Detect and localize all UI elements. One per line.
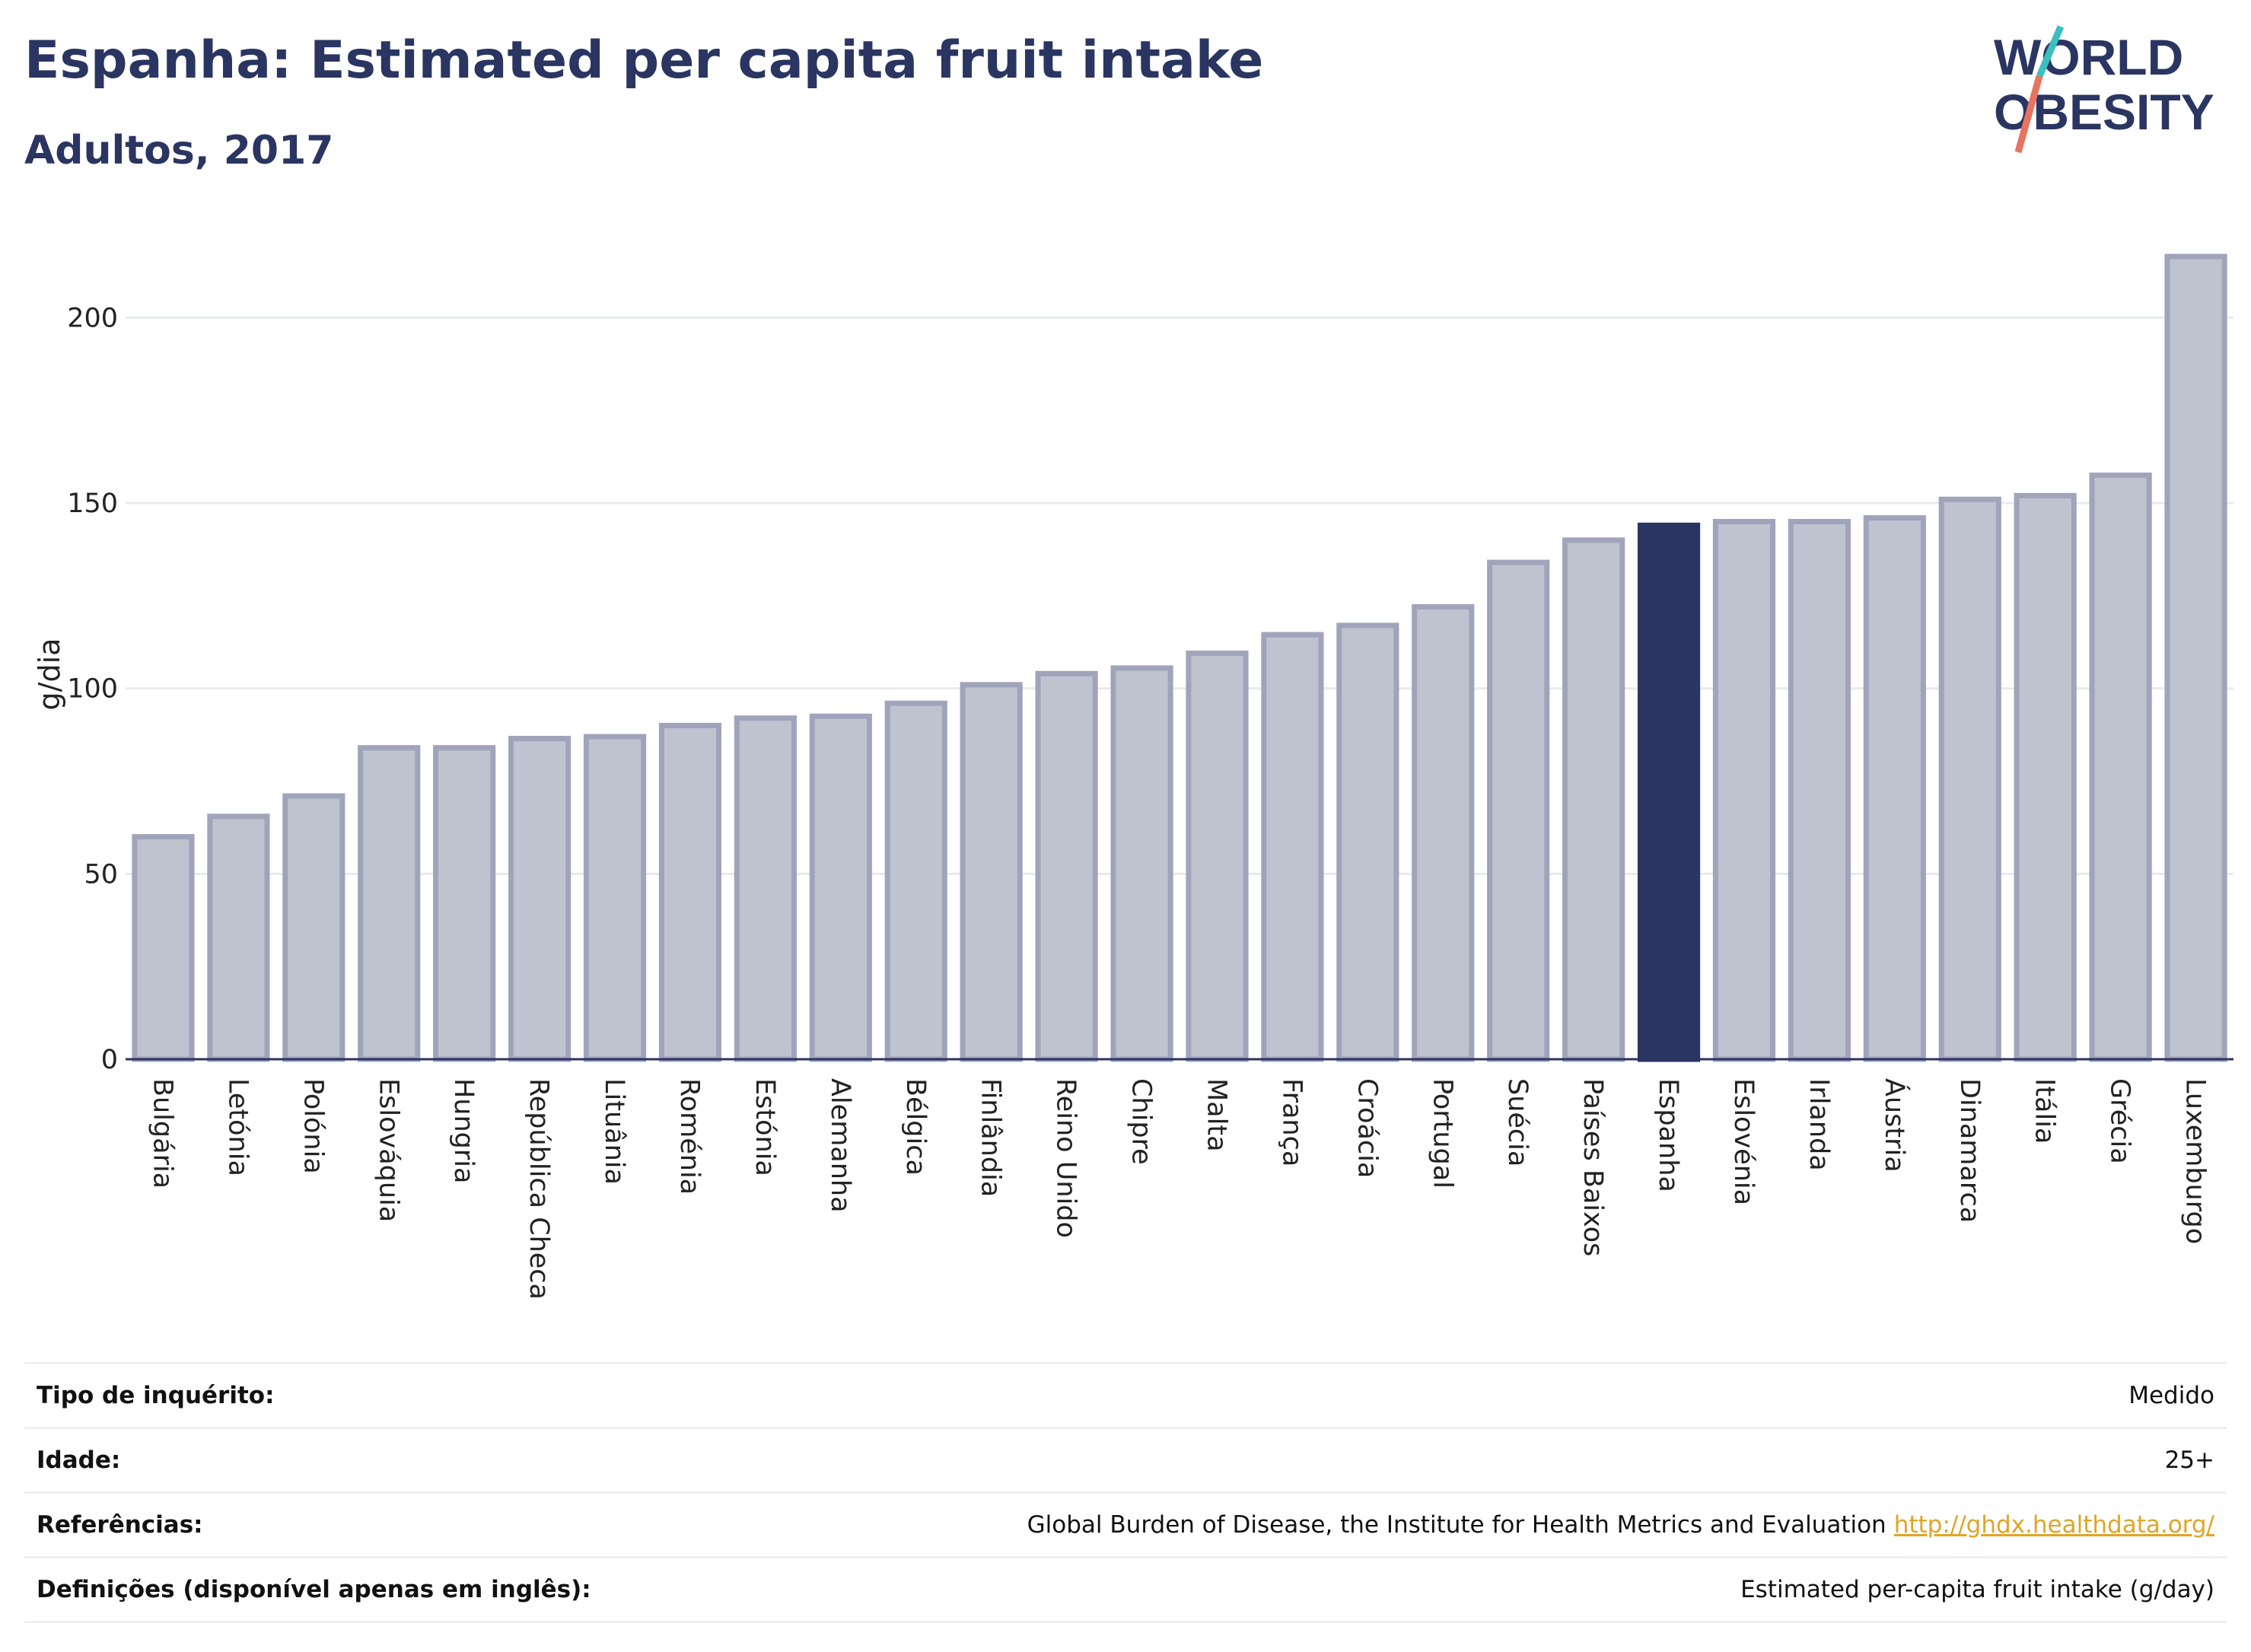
bar xyxy=(1110,665,1173,1062)
bar xyxy=(433,745,496,1062)
logo-slash-coral xyxy=(2014,75,2043,154)
x-tick-label: Luxemburgo xyxy=(2180,1078,2211,1244)
meta-label: Referências: xyxy=(37,1511,203,1539)
bar-highlight xyxy=(1637,522,1701,1062)
x-tick-label: Grécia xyxy=(2105,1078,2135,1164)
x-tick-label: Finlândia xyxy=(976,1078,1006,1197)
meta-row-survey-type: Tipo de inquérito: Medido xyxy=(24,1362,2227,1427)
bar xyxy=(132,834,195,1062)
logo-line1: WORLD xyxy=(1994,29,2183,85)
x-tick-label: França xyxy=(1276,1078,1307,1167)
x-tick-label: República Checa xyxy=(524,1078,554,1300)
bar xyxy=(1863,515,1926,1062)
x-tick-label: Malta xyxy=(1201,1078,1231,1152)
bars xyxy=(132,253,2227,1062)
bar xyxy=(1788,518,1851,1062)
x-tick-label: Hungria xyxy=(448,1078,479,1183)
x-tick-label: Croácia xyxy=(1352,1078,1382,1178)
y-axis-ticks: 0 50 100 150 200 xyxy=(67,303,118,1075)
x-tick-label: Estónia xyxy=(750,1078,780,1176)
bar xyxy=(1035,670,1098,1062)
reference-text: Global Burden of Disease, the Institute … xyxy=(1027,1511,1886,1539)
x-tick-label: Irlanda xyxy=(1804,1078,1834,1171)
meta-label: Idade: xyxy=(37,1447,121,1474)
bar xyxy=(658,722,722,1062)
x-tick-label: Letónia xyxy=(222,1078,253,1176)
y-tick-label: 100 xyxy=(67,674,118,705)
bar xyxy=(1712,518,1776,1062)
bar xyxy=(1562,537,1625,1062)
meta-row-age: Idade: 25+ xyxy=(24,1427,2227,1491)
x-tick-label: Chipre xyxy=(1126,1078,1157,1165)
y-tick-label: 50 xyxy=(84,859,118,890)
bar xyxy=(809,713,872,1062)
y-axis-label: g/dia xyxy=(33,638,66,711)
x-tick-label: Bulgária xyxy=(147,1078,177,1189)
meta-value: 25+ xyxy=(2164,1447,2214,1474)
x-tick-label: Roménia xyxy=(674,1078,705,1195)
x-tick-label: Suécia xyxy=(1502,1078,1533,1167)
y-tick-label: 0 xyxy=(101,1045,118,1075)
x-tick-label: Lituânia xyxy=(599,1078,629,1185)
meta-label: Definições (disponível apenas em inglês)… xyxy=(37,1576,591,1603)
bar xyxy=(1412,604,1475,1062)
bar xyxy=(583,734,647,1062)
chart-subtitle: Adultos, 2017 xyxy=(24,128,334,173)
bar xyxy=(282,793,345,1062)
x-tick-label: Portugal xyxy=(1427,1078,1457,1189)
meta-value-references: Global Burden of Disease, the Institute … xyxy=(1027,1511,2227,1539)
bar xyxy=(1938,496,2001,1062)
meta-row-references: Referências: Global Burden of Disease, t… xyxy=(24,1491,2227,1556)
x-tick-label: Reino Unido xyxy=(1051,1078,1081,1238)
bar xyxy=(2089,473,2152,1062)
meta-label: Tipo de inquérito: xyxy=(37,1382,275,1409)
bar xyxy=(1261,632,1324,1062)
bar xyxy=(207,813,270,1062)
y-tick-label: 200 xyxy=(67,303,118,333)
x-tick-label: Áustria xyxy=(1879,1078,1911,1173)
bar xyxy=(734,715,797,1062)
metadata-table: Tipo de inquérito: Medido Idade: 25+ Ref… xyxy=(24,1362,2227,1623)
meta-value: Estimated per-capita fruit intake (g/day… xyxy=(1740,1576,2214,1603)
bar xyxy=(1186,650,1249,1062)
x-tick-label: Itália xyxy=(2030,1078,2060,1144)
bar xyxy=(960,682,1023,1062)
bar xyxy=(358,745,421,1062)
meta-value: Medido xyxy=(2128,1382,2214,1409)
bar xyxy=(1336,622,1399,1062)
bar-chart: 0 50 100 150 200 Bulgária Letónia Polónia Eslov… xyxy=(33,253,2233,1300)
reference-link[interactable]: http://ghdx.healthdata.org/ xyxy=(1893,1511,2214,1539)
chart-title: Espanha: Estimated per capita fruit inta… xyxy=(24,30,1264,91)
bar xyxy=(2014,492,2077,1062)
x-tick-label: Polónia xyxy=(298,1078,328,1174)
x-tick-label: Espanha xyxy=(1653,1078,1683,1192)
bar xyxy=(2164,253,2227,1062)
meta-row-definitions: Definições (disponível apenas em inglês)… xyxy=(24,1556,2227,1623)
bar xyxy=(508,736,572,1062)
y-tick-label: 150 xyxy=(67,489,118,519)
x-tick-label: Bélgica xyxy=(900,1078,931,1176)
logo-slash-teal xyxy=(2036,25,2065,78)
world-obesity-logo: WORLD OBESITY xyxy=(1994,25,2214,154)
x-tick-label: Eslováquia xyxy=(373,1078,403,1222)
x-tick-label: Eslovénia xyxy=(1728,1078,1759,1205)
bar xyxy=(1487,559,1550,1062)
bar xyxy=(884,700,947,1062)
x-axis-labels: Bulgária Letónia Polónia Eslováquia Hungria R… xyxy=(147,1078,2210,1300)
x-tick-label: Países Baixos xyxy=(1578,1078,1608,1256)
x-tick-label: Alemanha xyxy=(825,1078,855,1213)
x-tick-label: Dinamarca xyxy=(1954,1078,1985,1223)
